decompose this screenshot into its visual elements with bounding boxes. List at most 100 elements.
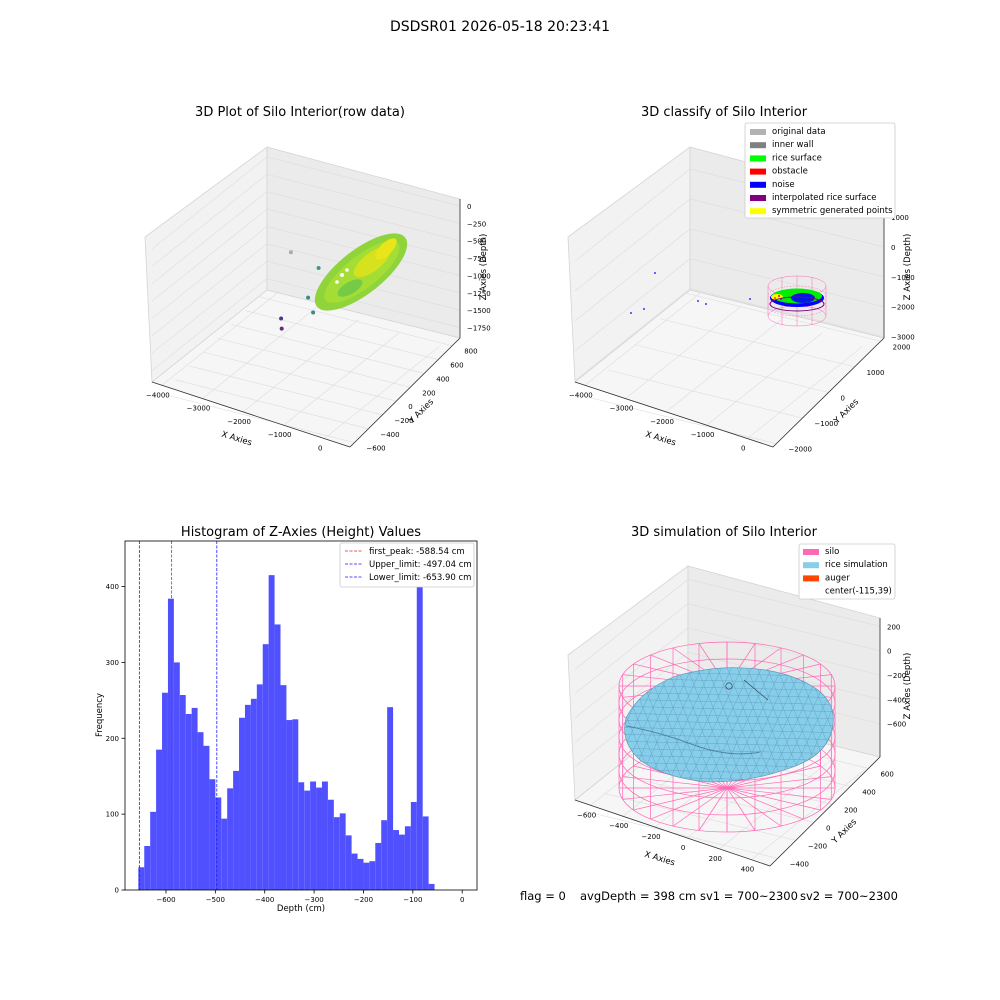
- raw-z-label: Z Axies (Depth): [479, 234, 489, 301]
- histogram-bar: [239, 717, 245, 890]
- histogram-bar: [316, 787, 322, 890]
- x-tick-label: −2000: [650, 418, 674, 426]
- histogram-bar: [215, 797, 222, 890]
- y-tick-label: −1000: [814, 420, 838, 428]
- y-tick-label: 600: [450, 362, 463, 370]
- classify-y-label: Y Axies: [831, 397, 861, 427]
- x-tick-label: −400: [609, 822, 628, 830]
- legend-swatch: [750, 195, 766, 201]
- histogram-bar: [185, 713, 192, 890]
- histogram-bar: [410, 801, 417, 890]
- classify-z-label: Z Axies (Depth): [903, 234, 913, 301]
- x-tick-label: −1000: [691, 431, 715, 439]
- histogram-bar: [339, 813, 346, 890]
- y-tick-label: 2000: [893, 343, 911, 351]
- legend-label: center(-115,39): [825, 587, 892, 597]
- legend-label: rice simulation: [825, 560, 888, 570]
- raw-outlier-point: [288, 250, 293, 255]
- y-tick-label: −400: [790, 860, 809, 868]
- y-tick-label: 0: [826, 824, 830, 832]
- legend-swatch: [750, 155, 766, 162]
- legend-label: original data: [772, 127, 826, 137]
- legend-label: Lower_limit: -653.90 cm: [369, 573, 471, 583]
- raw-outlier-point: [311, 310, 316, 315]
- histogram-bar: [203, 745, 210, 890]
- y-tick-label: 800: [464, 348, 477, 356]
- z-tick-label: −1500: [467, 307, 491, 315]
- histogram-bar: [233, 770, 240, 890]
- legend-label: noise: [772, 180, 795, 190]
- histogram-bar: [197, 732, 204, 890]
- z-tick-label: −1750: [467, 325, 491, 333]
- x-tick-label: −2000: [227, 418, 251, 426]
- histogram-bar: [298, 782, 305, 890]
- histogram-bar: [162, 692, 168, 890]
- raw-outlier-point: [279, 326, 284, 331]
- z-tick-label: 1000: [891, 214, 909, 222]
- histogram-bar: [351, 853, 358, 890]
- histogram-bar: [399, 834, 405, 890]
- legend-label: interpolated rice surface: [772, 193, 877, 203]
- raw-rice-point-cloud: [314, 233, 408, 311]
- y-tick-label: 600: [880, 770, 893, 778]
- y-tick-label: 400: [862, 788, 875, 796]
- histogram-bar: [286, 720, 293, 890]
- z-tick-label: 0: [891, 244, 895, 252]
- classify-noise-points: [630, 272, 751, 314]
- z-tick-label: −1000: [467, 272, 491, 280]
- histogram-bar: [227, 788, 234, 890]
- histogram-bar: [173, 662, 180, 890]
- z-tick-label: 0: [467, 203, 471, 211]
- legend-swatch: [803, 549, 819, 555]
- classify-x-label: X Axies: [644, 430, 677, 449]
- histogram-bar: [292, 719, 299, 890]
- x-tick-label: 0: [460, 896, 464, 904]
- legend-swatch: [750, 142, 766, 149]
- z-tick-label: 0: [887, 648, 891, 656]
- footer-sv1: sv1 = 700~2300: [700, 889, 798, 903]
- legend-label: rice surface: [772, 153, 822, 163]
- simulation-title: 3D simulation of Silo Interior: [631, 525, 818, 540]
- legend-swatch: [803, 562, 819, 569]
- y-tick-label: 0: [115, 887, 119, 895]
- y-tick-label: 100: [106, 811, 119, 819]
- x-tick-label: 0: [318, 445, 322, 453]
- y-tick-label: −200: [394, 417, 413, 425]
- x-tick-label: −200: [641, 833, 660, 841]
- x-tick-label: −3000: [610, 405, 634, 413]
- x-tick-label: −3000: [187, 405, 211, 413]
- classify-legend: original data inner wall rice surface obsta…: [744, 122, 896, 219]
- histogram-bar: [262, 644, 269, 890]
- histogram-bar: [304, 790, 311, 890]
- histogram-bar: [256, 684, 263, 890]
- histogram-bar: [209, 779, 216, 890]
- y-tick-label: 1000: [867, 369, 885, 377]
- histogram-bar: [179, 695, 186, 890]
- histogram-bar: [321, 781, 328, 890]
- y-tick-label: 0: [841, 395, 845, 403]
- legend-swatch: [750, 208, 766, 215]
- z-tick-label: −400: [887, 696, 906, 704]
- simulation-legend: silo rice simulation auger center(-115,39): [798, 543, 896, 600]
- y-tick-label: 400: [436, 375, 449, 383]
- histogram-bar: [404, 826, 411, 890]
- histogram-bar: [221, 818, 228, 890]
- y-tick-label: −400: [380, 431, 399, 439]
- x-tick-label: −600: [156, 896, 175, 904]
- figure-title: DSDSR01 2026-05-18 20:23:41: [390, 19, 610, 35]
- histogram-bar: [369, 861, 376, 890]
- histogram-bar: [138, 867, 145, 890]
- legend-swatch: [750, 129, 766, 135]
- histogram-bar: [327, 799, 334, 890]
- z-tick-label: 200: [887, 623, 900, 631]
- histogram-bars: [138, 559, 435, 890]
- x-tick-label: 200: [709, 855, 722, 863]
- histogram-title: Histogram of Z-Axies (Height) Values: [181, 525, 421, 540]
- legend-label: Upper_limit: -497.04 cm: [369, 560, 472, 570]
- histogram-bar: [250, 698, 257, 890]
- histogram-bar: [375, 842, 382, 890]
- panel-raw-data: 3D Plot of Silo Interior(row data) −4000…: [144, 105, 491, 453]
- x-tick-label: −1000: [268, 431, 292, 439]
- simulation-x-label: X Axies: [643, 850, 676, 869]
